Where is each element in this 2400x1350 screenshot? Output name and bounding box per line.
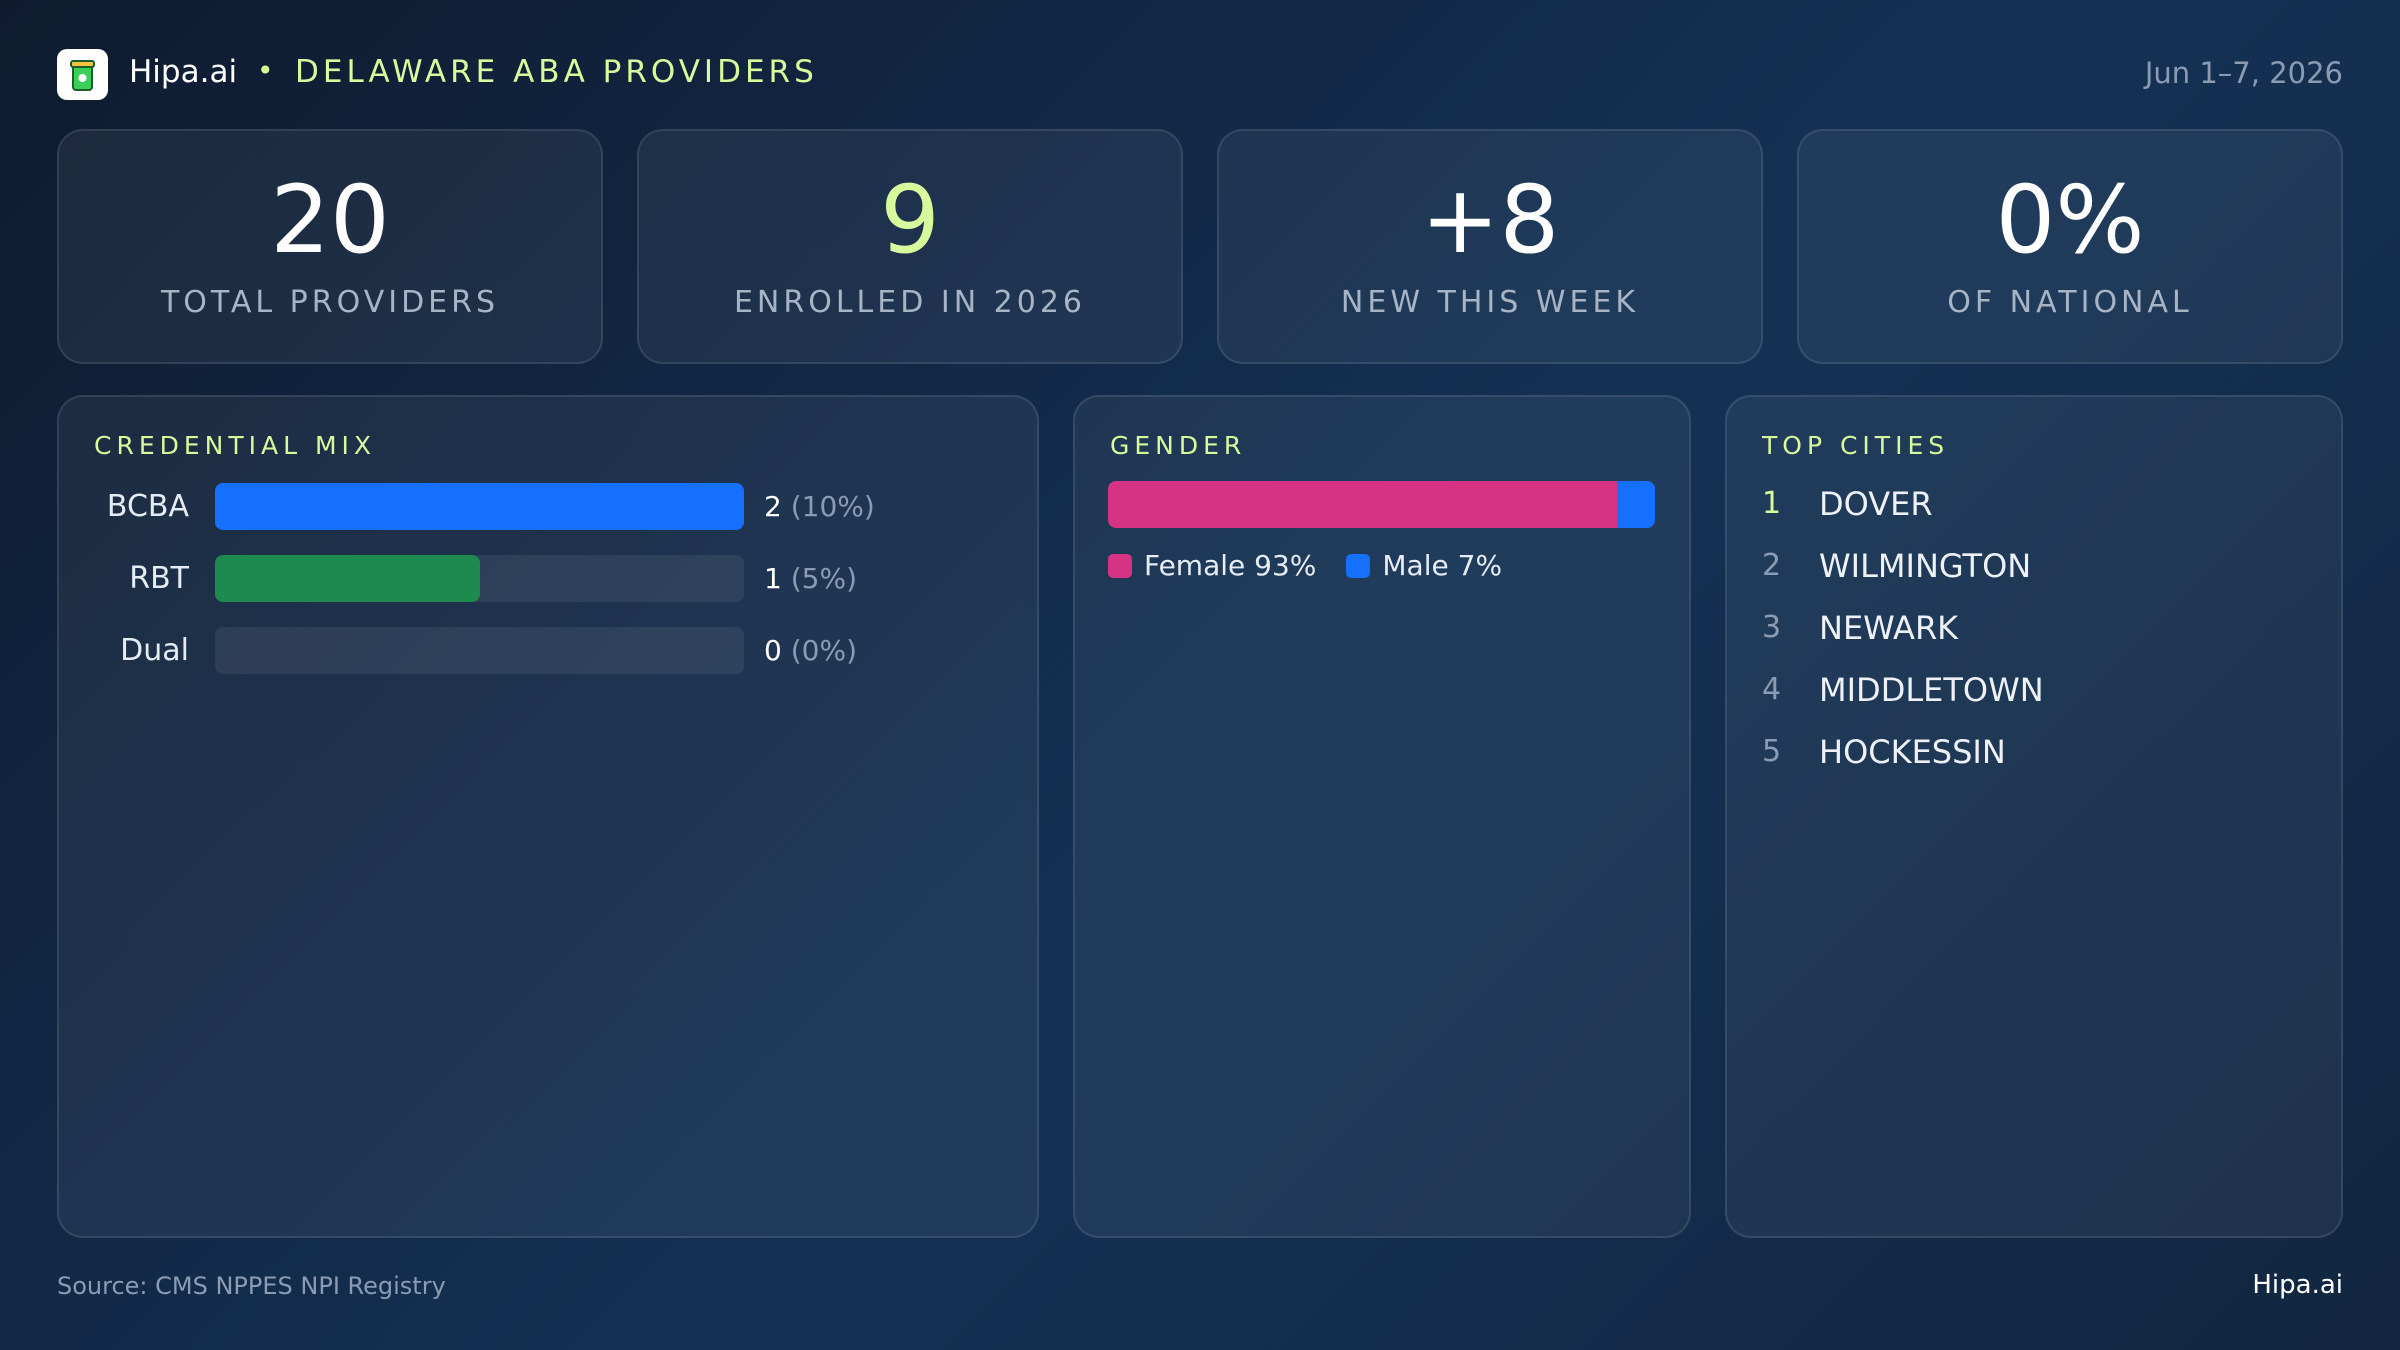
page-title: DELAWARE ABA PROVIDERS bbox=[295, 54, 818, 90]
city-rank: 5 bbox=[1762, 734, 1782, 769]
value-label: 0 (0%) bbox=[764, 634, 857, 667]
cities-panel: TOP CITIES 1 DOVER 2 WILMINGTON 3 NEWARK 4 MIDDL… bbox=[1725, 395, 2343, 1238]
percent-label: (5%) bbox=[790, 562, 858, 595]
brand: Hipa.ai bbox=[129, 54, 238, 90]
bar-label: RBT bbox=[129, 561, 189, 596]
bar-track bbox=[215, 627, 744, 674]
city-rank: 3 bbox=[1762, 610, 1782, 645]
separator: • bbox=[257, 54, 274, 87]
stat-card: 9 ENROLLED IN 2026 bbox=[637, 129, 1183, 364]
bar-label: Dual bbox=[120, 633, 189, 668]
city-rank: 4 bbox=[1762, 672, 1782, 707]
bar bbox=[215, 555, 480, 602]
gender-panel: GENDER Female 93% Male 7% bbox=[1073, 395, 1691, 1238]
city-name: NEWARK bbox=[1819, 609, 1959, 647]
stat-card: 0% OF NATIONAL bbox=[1797, 129, 2343, 364]
stat-card: +8 NEW THIS WEEK bbox=[1217, 129, 1763, 364]
city-rank: 2 bbox=[1762, 548, 1782, 583]
count-label: 1 bbox=[764, 562, 782, 595]
bar bbox=[215, 483, 744, 530]
legend-text: Male 7% bbox=[1382, 549, 1502, 582]
bar-segment bbox=[1616, 481, 1655, 528]
logo-icon bbox=[70, 60, 95, 91]
city-name: MIDDLETOWN bbox=[1819, 671, 2044, 709]
legend-name: Male bbox=[1382, 549, 1449, 582]
count-label: 2 bbox=[764, 490, 782, 523]
value-label: 1 (5%) bbox=[764, 562, 857, 595]
panel-title: TOP CITIES bbox=[1762, 431, 1950, 460]
legend-value: 93% bbox=[1254, 549, 1317, 582]
credential-panel: CREDENTIAL MIX BCBA 2 (10%) RBT 1 (5%) Dual 0 … bbox=[57, 395, 1039, 1238]
bar-track bbox=[215, 555, 744, 602]
stacked-bar bbox=[1108, 481, 1655, 528]
panel-title: GENDER bbox=[1110, 431, 1247, 460]
source: Source: CMS NPPES NPI Registry bbox=[57, 1272, 446, 1300]
stat-value: 9 bbox=[880, 166, 940, 275]
legend-item: Female 93% bbox=[1108, 549, 1316, 582]
bar-segment bbox=[1108, 481, 1617, 528]
legend-name: Female bbox=[1144, 549, 1246, 582]
stat-label: NEW THIS WEEK bbox=[1340, 285, 1640, 320]
value-label: 2 (10%) bbox=[764, 490, 875, 523]
legend-value: 7% bbox=[1457, 549, 1503, 582]
stat-card: 20 TOTAL PROVIDERS bbox=[57, 129, 603, 364]
stat-value: 20 bbox=[270, 166, 390, 275]
bar-label: BCBA bbox=[106, 489, 189, 524]
percent-label: (10%) bbox=[790, 490, 875, 523]
city-name: DOVER bbox=[1819, 485, 1933, 523]
legend-item: Male 7% bbox=[1346, 549, 1502, 582]
bar-track bbox=[215, 483, 744, 530]
stat-value: +8 bbox=[1420, 166, 1560, 275]
city-name: HOCKESSIN bbox=[1819, 733, 2006, 771]
legend-swatch bbox=[1346, 553, 1371, 578]
stat-label: TOTAL PROVIDERS bbox=[160, 285, 500, 320]
footer-brand: Hipa.ai bbox=[2252, 1270, 2343, 1300]
legend: Female 93% Male 7% bbox=[1108, 549, 1502, 582]
legend-swatch bbox=[1108, 553, 1132, 578]
date-range: Jun 1–7, 2026 bbox=[2144, 56, 2343, 90]
city-rank: 1 bbox=[1762, 486, 1782, 521]
logo bbox=[57, 49, 108, 100]
percent-label: (0%) bbox=[790, 634, 858, 667]
stat-label: ENROLLED IN 2026 bbox=[733, 285, 1087, 320]
city-name: WILMINGTON bbox=[1819, 547, 2032, 585]
count-label: 0 bbox=[764, 634, 782, 667]
panel-title: CREDENTIAL MIX bbox=[94, 431, 377, 460]
stat-label: OF NATIONAL bbox=[1947, 285, 2193, 320]
legend-text: Female 93% bbox=[1144, 549, 1316, 582]
stat-value: 0% bbox=[1995, 166, 2145, 275]
